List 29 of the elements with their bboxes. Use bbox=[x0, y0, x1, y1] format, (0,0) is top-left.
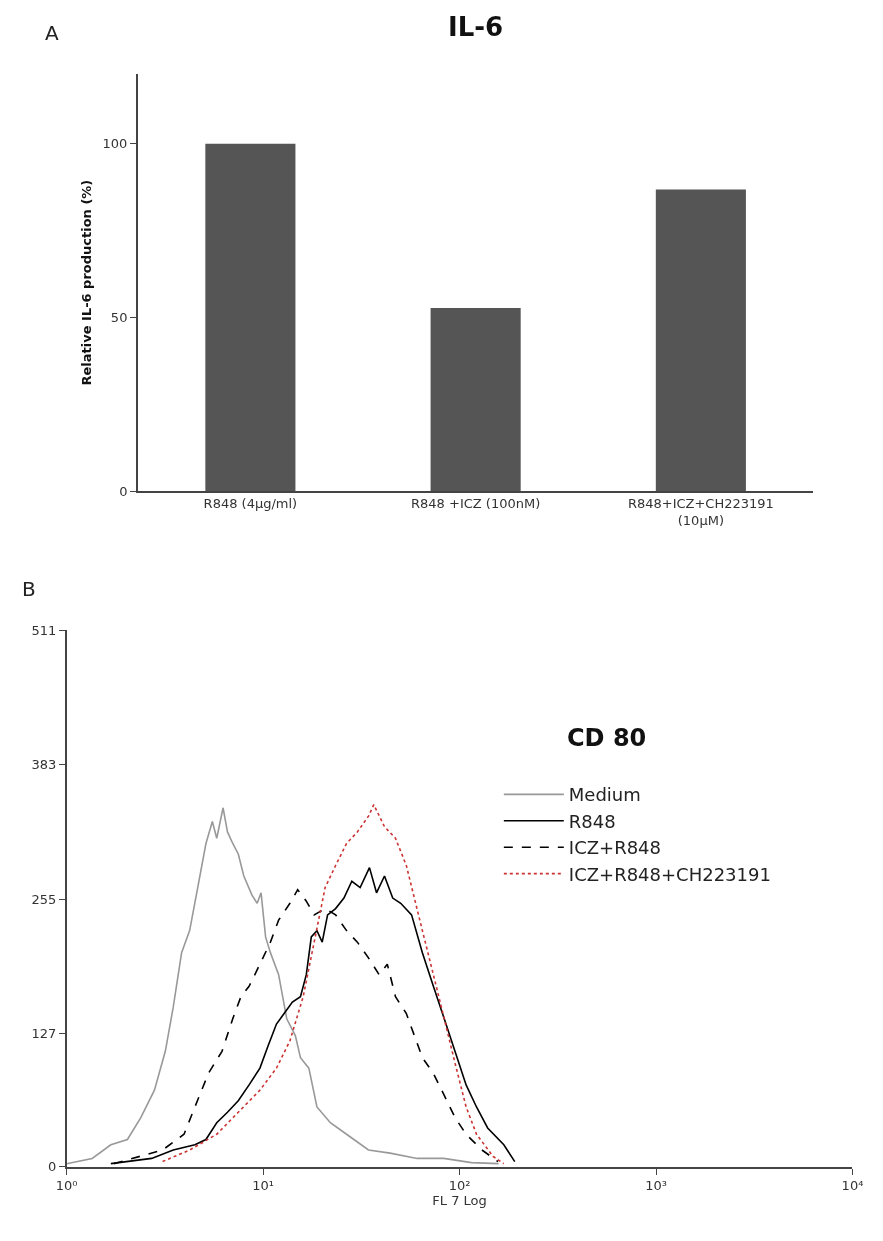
y-tick-label: 383 bbox=[31, 757, 57, 773]
bar bbox=[430, 307, 521, 492]
text: A bbox=[45, 21, 59, 45]
y-tick-label: 100 bbox=[102, 136, 128, 152]
y-tick-label: 0 bbox=[119, 483, 128, 499]
x-tick-label: R848+ICZ+CH223191 (10μM) bbox=[627, 496, 774, 529]
legend-label: Medium bbox=[568, 784, 641, 806]
chart-title: IL-6 bbox=[448, 12, 504, 42]
y-axis-title: Relative IL-6 production (%) bbox=[79, 179, 95, 386]
y-tick-label: 127 bbox=[31, 1026, 57, 1042]
x-tick-label: R848 (4μg/ml) bbox=[203, 496, 298, 512]
x-tick-label: 10³ bbox=[645, 1178, 667, 1194]
legend-label: R848 bbox=[568, 810, 616, 832]
legend-label: ICZ+R848+CH223191 bbox=[568, 863, 771, 885]
bar bbox=[205, 143, 296, 492]
x-tick-label: 10² bbox=[448, 1178, 471, 1194]
y-tick-label: 511 bbox=[31, 622, 57, 638]
text: B bbox=[22, 577, 36, 601]
legend-label: ICZ+R848 bbox=[568, 837, 661, 859]
x-tick-label: 10⁰ bbox=[55, 1178, 78, 1194]
y-tick-label: 50 bbox=[110, 309, 128, 325]
text: CD 80 bbox=[567, 724, 647, 752]
x-tick-label: 10⁴ bbox=[841, 1178, 864, 1194]
x-tick-label: R848 +ICZ (100nM) bbox=[411, 496, 541, 512]
x-tick-label: 10¹ bbox=[252, 1178, 274, 1194]
y-tick-label: 0 bbox=[47, 1159, 57, 1175]
y-tick-label: 255 bbox=[31, 891, 57, 907]
x-axis-title: FL 7 Log bbox=[432, 1193, 487, 1209]
bar bbox=[655, 189, 746, 492]
